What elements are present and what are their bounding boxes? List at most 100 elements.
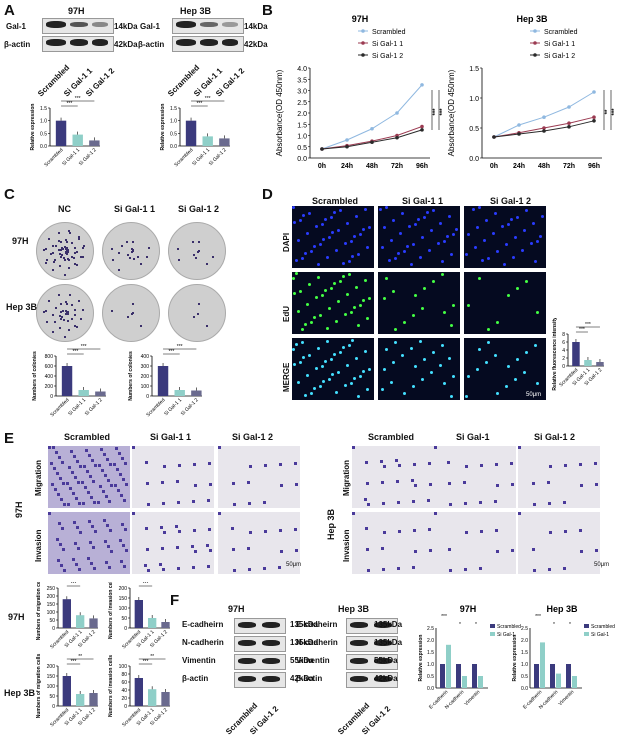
- colony: [191, 241, 194, 244]
- stained-cell: [232, 482, 235, 485]
- y-axis-label: Absorbance(OD 450nm): [275, 69, 284, 156]
- stained-cell: [511, 549, 514, 552]
- data-point: [567, 121, 571, 125]
- cell-nucleus: [335, 320, 338, 323]
- cell-nucleus: [328, 378, 331, 381]
- blot-kda-label: 42kDa: [374, 674, 398, 683]
- y-tick-label: 0: [50, 394, 53, 400]
- stained-cell: [247, 481, 250, 484]
- cell-nucleus: [446, 235, 449, 238]
- stained-cell: [121, 457, 124, 460]
- cell-nucleus: [306, 232, 309, 235]
- colony: [193, 316, 196, 319]
- bar: [134, 600, 143, 628]
- col-label: Si Gal-1 1: [150, 432, 192, 442]
- stained-cell: [84, 486, 87, 489]
- cell-nucleus: [304, 252, 307, 255]
- colony: [60, 256, 63, 259]
- cell-nucleus: [478, 348, 481, 351]
- stained-cell: [57, 559, 60, 562]
- stained-cell: [579, 463, 582, 466]
- cell-nucleus: [421, 307, 424, 310]
- colony: [67, 328, 70, 331]
- stained-cell: [367, 503, 370, 506]
- row-label: 97H: [12, 236, 29, 246]
- colony: [52, 261, 55, 264]
- cell-nucleus: [355, 286, 358, 289]
- stained-cell: [427, 499, 430, 502]
- stained-cell: [51, 483, 54, 486]
- cell-nucleus: [496, 392, 499, 395]
- colony: [65, 249, 68, 252]
- cell-nucleus: [423, 216, 426, 219]
- legend-label: Scrambled: [372, 29, 406, 36]
- stained-cell: [123, 565, 126, 568]
- colony: [131, 303, 134, 306]
- blot-band: [238, 658, 256, 664]
- stained-cell: [449, 503, 452, 506]
- stained-cell: [263, 501, 266, 504]
- y-tick-label: 3.0: [297, 89, 307, 96]
- colony: [63, 256, 66, 259]
- stained-cell: [549, 531, 552, 534]
- cell-nucleus: [525, 209, 528, 212]
- cell-nucleus: [328, 307, 331, 310]
- cell-nucleus: [394, 341, 397, 344]
- y-tick-label: 1.0: [469, 96, 479, 103]
- cell-nucleus: [432, 280, 435, 283]
- stained-cell: [176, 480, 179, 483]
- stained-cell: [208, 528, 211, 531]
- stained-cell: [163, 531, 166, 534]
- y-axis-label: Numbers of invasion cells: [108, 655, 114, 717]
- y-tick-label: 1.5: [427, 650, 434, 656]
- colony: [131, 241, 134, 244]
- blot-band: [374, 640, 392, 646]
- cell-nucleus: [390, 239, 393, 242]
- fluorescence-image: [378, 338, 460, 400]
- cell-nucleus: [392, 219, 395, 222]
- row-label: Invasion: [34, 529, 43, 562]
- colony: [127, 254, 130, 257]
- cell-nucleus: [357, 253, 360, 256]
- stained-cell: [248, 502, 251, 505]
- col-label: Si Gal-1 2: [490, 196, 532, 206]
- cell-nucleus: [501, 225, 504, 228]
- bar: [478, 676, 483, 688]
- panel-c-letter: C: [4, 186, 15, 203]
- data-point: [345, 138, 349, 142]
- stained-cell: [163, 465, 166, 468]
- cell-nucleus: [417, 218, 420, 221]
- sig-label: *: [475, 622, 477, 628]
- stained-cell: [63, 569, 66, 572]
- sig-label: ***: [72, 349, 78, 355]
- stained-cell: [218, 512, 221, 515]
- cell-nucleus: [523, 371, 526, 374]
- cell-nucleus: [304, 394, 307, 397]
- y-tick-label: 0: [52, 704, 55, 710]
- stained-cell: [465, 531, 468, 534]
- cell-nucleus: [321, 365, 324, 368]
- data-point: [567, 125, 571, 129]
- col-label: Scrambled: [64, 432, 111, 442]
- colony: [60, 246, 63, 249]
- cell-nucleus: [301, 257, 304, 260]
- stained-cell: [48, 446, 51, 449]
- colony: [69, 294, 72, 297]
- cell-nucleus: [359, 233, 362, 236]
- chart-title: 97H: [460, 604, 477, 614]
- colony: [82, 255, 85, 258]
- col-label: Si Gal-1 1: [114, 204, 156, 214]
- stained-cell: [119, 539, 122, 542]
- cell-nucleus: [304, 323, 307, 326]
- colony: [137, 256, 140, 259]
- x-tick-label: 48h: [366, 163, 378, 170]
- y-tick-label: 0.5: [170, 131, 177, 137]
- row-label: EdU: [282, 306, 291, 322]
- colony: [59, 241, 62, 244]
- transwell-image: [352, 446, 434, 508]
- cell-nucleus: [368, 297, 371, 300]
- sig-label: ***: [535, 614, 541, 620]
- cell-nucleus: [467, 233, 470, 236]
- colony: [66, 247, 69, 250]
